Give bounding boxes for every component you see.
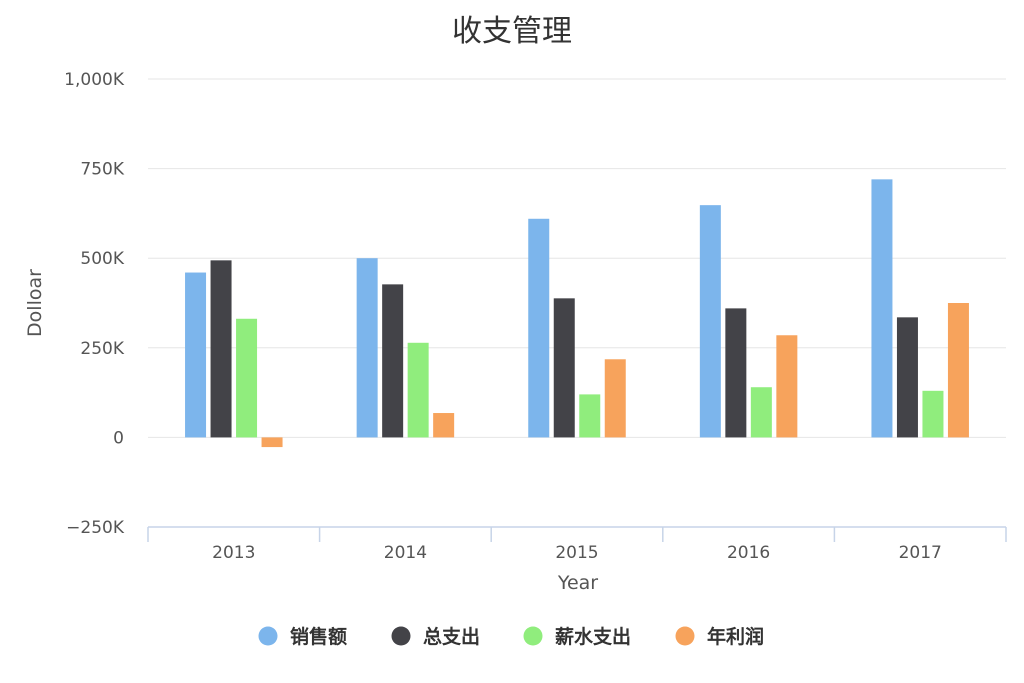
bar[interactable] bbox=[382, 284, 404, 438]
bar[interactable] bbox=[922, 390, 944, 438]
bar[interactable] bbox=[553, 298, 575, 438]
legend-marker bbox=[675, 626, 695, 646]
bar[interactable] bbox=[236, 318, 258, 438]
y-tick-label: 250K bbox=[80, 339, 124, 359]
legend-item[interactable]: 薪水支出 bbox=[523, 625, 632, 648]
legend-item[interactable]: 销售额 bbox=[258, 625, 348, 648]
bar[interactable] bbox=[776, 335, 798, 438]
y-axis-ticks: 1,000K 750K 500K 250K 0 −250K bbox=[64, 70, 125, 538]
legend-marker bbox=[258, 626, 278, 646]
x-tick-label: 2017 bbox=[899, 543, 942, 563]
bar[interactable] bbox=[871, 179, 893, 438]
bar[interactable] bbox=[528, 218, 550, 438]
legend-marker bbox=[523, 626, 543, 646]
legend[interactable]: 销售额 总支出 薪水支出 年利润 bbox=[258, 625, 765, 648]
gridlines bbox=[148, 78, 1006, 438]
bar[interactable] bbox=[750, 387, 772, 438]
y-tick-label: −250K bbox=[66, 518, 125, 538]
y-tick-label: 500K bbox=[80, 249, 124, 269]
bar[interactable] bbox=[896, 317, 918, 438]
legend-label: 总支出 bbox=[423, 625, 480, 648]
chart-title: 收支管理 bbox=[452, 14, 572, 49]
bar[interactable] bbox=[261, 437, 283, 448]
x-tick-label: 2016 bbox=[727, 543, 770, 563]
y-tick-label: 1,000K bbox=[64, 70, 125, 90]
legend-label: 销售额 bbox=[290, 625, 347, 648]
bar[interactable] bbox=[699, 205, 721, 438]
bar[interactable] bbox=[604, 359, 626, 438]
bar[interactable] bbox=[407, 342, 429, 438]
bar[interactable] bbox=[356, 258, 378, 438]
y-axis-label: Dolloar bbox=[24, 269, 46, 337]
legend-label: 薪水支出 bbox=[555, 625, 631, 648]
y-tick-label: 750K bbox=[80, 160, 124, 180]
bar[interactable] bbox=[579, 394, 601, 438]
x-tick-label: 2015 bbox=[555, 543, 598, 563]
legend-label: 年利润 bbox=[707, 625, 764, 648]
y-tick-label: 0 bbox=[113, 428, 124, 448]
x-tick-label: 2013 bbox=[212, 543, 255, 563]
x-axis-label: Year bbox=[557, 572, 598, 594]
x-axis bbox=[147, 526, 1007, 542]
legend-marker bbox=[391, 626, 411, 646]
x-axis-ticks: 2013 2014 2015 2016 2017 bbox=[212, 543, 942, 563]
bars bbox=[185, 179, 969, 448]
bar[interactable] bbox=[210, 260, 232, 438]
bar[interactable] bbox=[725, 308, 747, 438]
bar[interactable] bbox=[947, 303, 969, 438]
legend-item[interactable]: 总支出 bbox=[391, 625, 481, 648]
bar[interactable] bbox=[433, 413, 455, 438]
legend-item[interactable]: 年利润 bbox=[675, 625, 765, 648]
bar[interactable] bbox=[185, 272, 207, 438]
x-tick-label: 2014 bbox=[384, 543, 427, 563]
